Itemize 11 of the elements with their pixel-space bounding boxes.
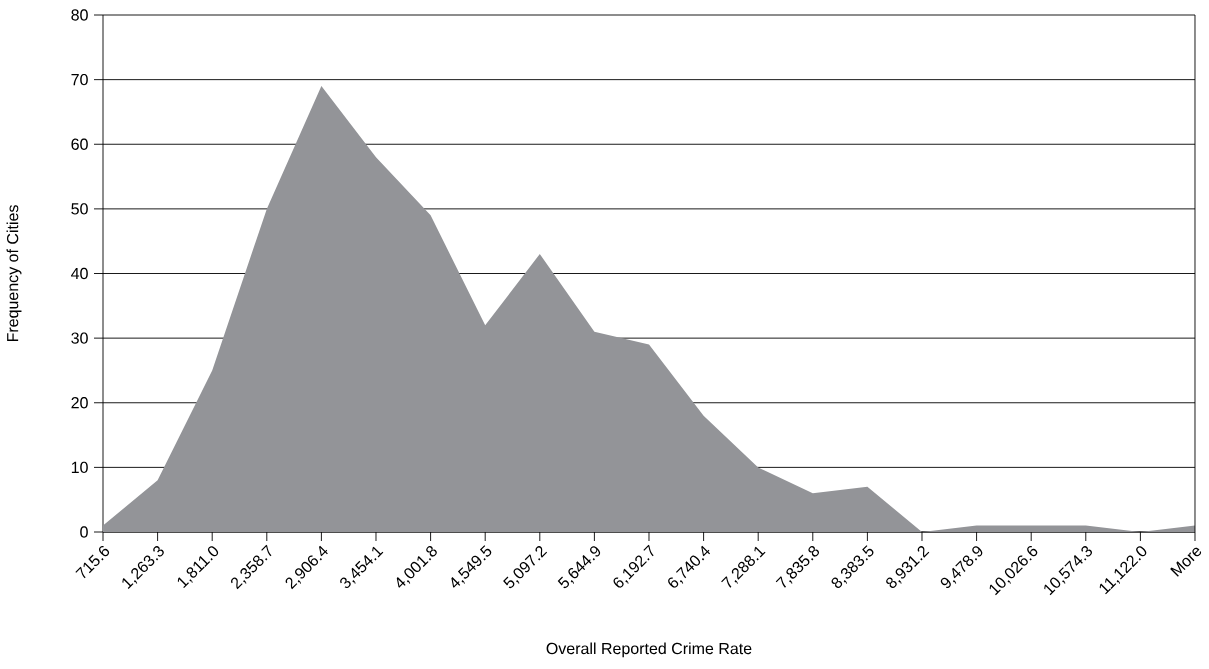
y-tick-label: 40 xyxy=(71,267,88,280)
y-tick-label: 30 xyxy=(71,332,88,344)
y-tick-label: 70 xyxy=(71,73,88,86)
y-tick-label: 0 xyxy=(80,526,88,538)
y-tick-label: 60 xyxy=(71,138,88,150)
y-tick-label: 80 xyxy=(71,9,88,21)
y-tick-label: 10 xyxy=(71,461,88,474)
y-axis-title: Frequency of Cities xyxy=(6,205,22,342)
y-tick-label: 50 xyxy=(71,203,88,215)
y-tick-label: 20 xyxy=(71,397,88,409)
x-axis-title: Overall Reported Crime Rate xyxy=(546,642,752,658)
